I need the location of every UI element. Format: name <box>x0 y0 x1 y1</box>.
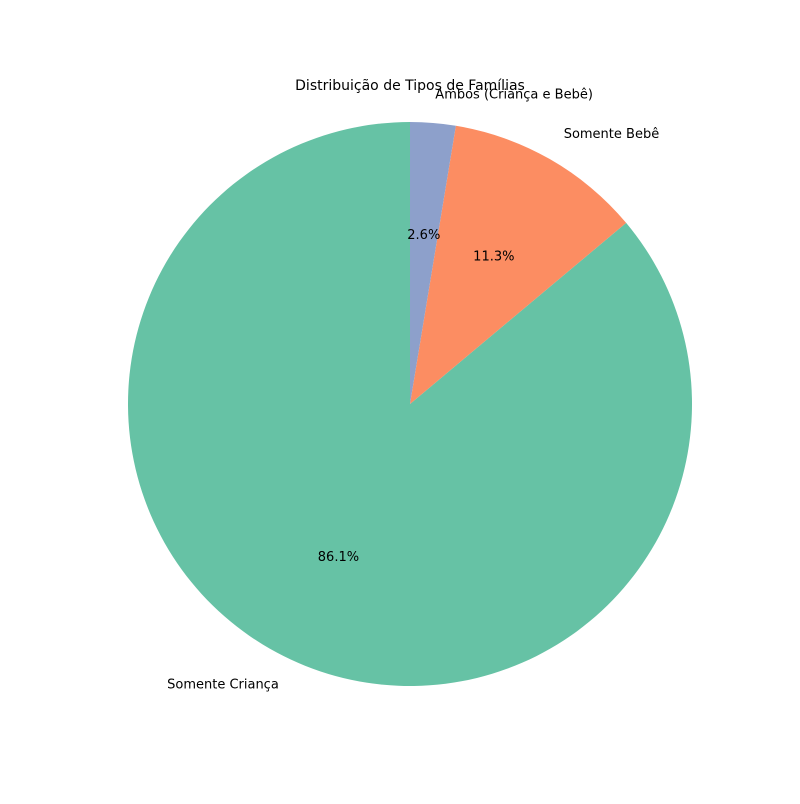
pie-slice-ambos-crianca-e-bebe <box>410 122 456 404</box>
pie-labels: 86.1% Somente Criança 11.3% Somente Bebê 2.6… <box>167 87 659 692</box>
pie-slices <box>128 122 693 687</box>
pie-pct-label-somente-crianca: 86.1% <box>318 550 359 565</box>
pie-category-label-ambos-crianca-e-bebe: Ambos (Criança e Bebê) <box>435 87 593 102</box>
pie-category-label-somente-bebe: Somente Bebê <box>564 127 660 142</box>
pie-pct-label-ambos-crianca-e-bebe: 2.6% <box>407 228 440 243</box>
pie-slice-somente-crianca <box>128 122 693 687</box>
chart-title: Distribuição de Tipos de Famílias <box>295 78 525 94</box>
pie-slice-somente-bebe <box>410 125 627 404</box>
pie-category-label-somente-crianca: Somente Criança <box>167 678 279 693</box>
pie-pct-label-somente-bebe: 11.3% <box>473 250 514 265</box>
